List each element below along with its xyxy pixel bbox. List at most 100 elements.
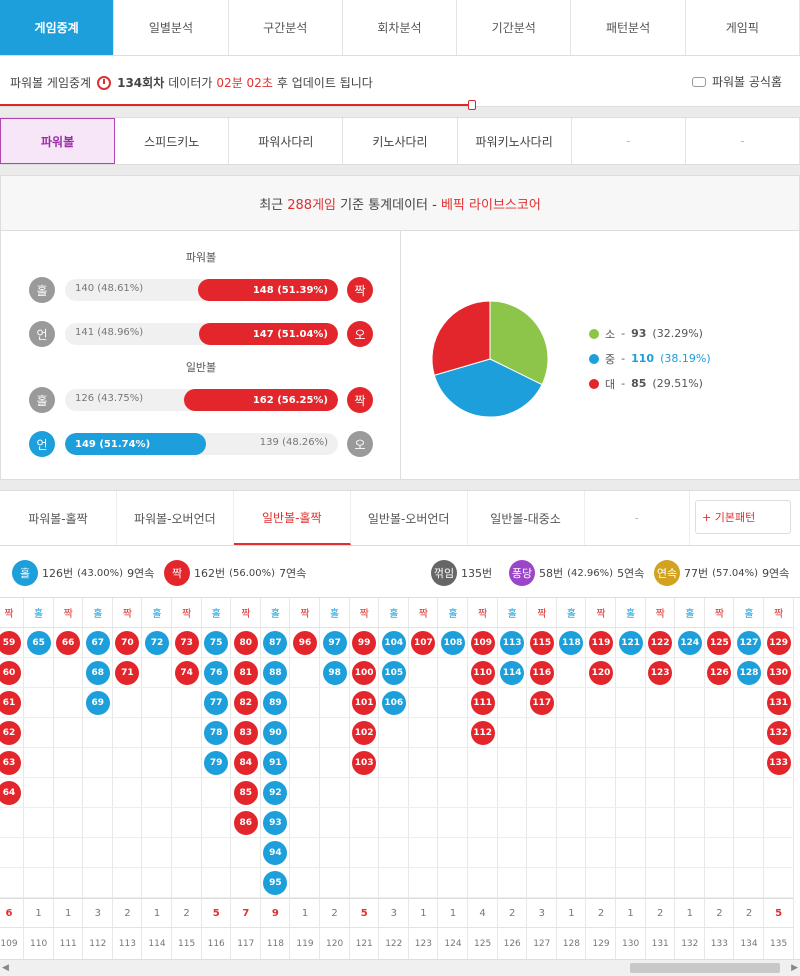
- tab-6[interactable]: 게임픽: [686, 0, 800, 55]
- grid-cell: [82, 778, 113, 808]
- grid-cell: [23, 868, 54, 898]
- game-tab-4[interactable]: 파워키노사다리: [458, 118, 572, 164]
- grid-cell: [171, 748, 202, 778]
- round-number: 116: [207, 939, 225, 949]
- tab-1[interactable]: 일별분석: [114, 0, 229, 55]
- legend-pct: (32.29%): [652, 327, 703, 340]
- tab-5[interactable]: 패턴분석: [571, 0, 686, 55]
- grid-cell: [438, 808, 468, 838]
- grid-cell: [645, 688, 676, 718]
- grid-cell: [408, 688, 439, 718]
- pattern-tab-3[interactable]: 일반볼-오버언더: [351, 491, 468, 545]
- pong-badge: 퐁당: [509, 560, 535, 586]
- grid-cell: [586, 778, 616, 808]
- grid-cell: 91: [260, 748, 291, 778]
- pattern-tab-4[interactable]: 일반볼-대중소: [468, 491, 585, 545]
- grid-cell: [142, 748, 172, 778]
- grid-column: 짝 96 1 119: [290, 598, 320, 959]
- scroll-thumb[interactable]: [630, 963, 780, 973]
- basic-pattern-button[interactable]: + 기본패턴: [695, 500, 791, 534]
- column-header: 홀: [497, 598, 528, 628]
- grid-column: 홀 124 1 132: [674, 598, 705, 959]
- horizontal-scrollbar[interactable]: ◀ ▶: [0, 959, 800, 976]
- grid-cell: [171, 808, 202, 838]
- game-tab-3[interactable]: 키노사다리: [343, 118, 458, 164]
- grid-cell: 61: [0, 688, 24, 718]
- pattern-tab-5[interactable]: -: [585, 491, 690, 545]
- pattern-tab-1[interactable]: 파워볼-오버언더: [117, 491, 234, 545]
- round-number: 109: [0, 939, 18, 949]
- tab-0[interactable]: 게임중계: [0, 0, 115, 55]
- pattern-tab-0[interactable]: 파워볼-홀짝: [0, 491, 117, 545]
- grid-cell: 97: [319, 628, 350, 658]
- grid-cell: [201, 868, 232, 898]
- result-ball: 115: [529, 631, 554, 655]
- grid-cell: [467, 808, 498, 838]
- streak-count: 1: [23, 898, 54, 928]
- grid-cell: [674, 658, 705, 688]
- game-tab-0[interactable]: 파워볼: [0, 118, 116, 164]
- grid-cell: 82: [230, 688, 261, 718]
- pong-pct: (42.96%): [567, 567, 614, 579]
- game-tab-5[interactable]: -: [572, 118, 686, 164]
- grid-cell: [438, 778, 468, 808]
- pattern-tab-2[interactable]: 일반볼-홀짝: [233, 491, 351, 545]
- official-home-link[interactable]: 파워볼 공식홈: [691, 73, 782, 90]
- result-ball: 132: [766, 721, 791, 745]
- scroll-left-icon[interactable]: ◀: [2, 963, 9, 973]
- grid-cell: [290, 808, 320, 838]
- grid-cell: [378, 748, 409, 778]
- grid-cell: [23, 688, 54, 718]
- even-streak: 7연속: [279, 567, 307, 580]
- tab-2[interactable]: 구간분석: [229, 0, 343, 55]
- grid-cell: [319, 748, 350, 778]
- pie-legend: 소 -93 (32.29%) 중 -110 (38.19%) 대 -85 (29.51%): [589, 321, 711, 396]
- result-ball: 84: [233, 751, 258, 775]
- result-ball: 113: [500, 631, 525, 655]
- game-tab-1[interactable]: 스피드키노: [115, 118, 230, 164]
- odd-badge: 홀: [12, 560, 38, 586]
- round-number: 132: [681, 939, 699, 949]
- odd-streak: 9연속: [127, 567, 155, 580]
- grid-cell: 77: [201, 688, 232, 718]
- left-badge: 언: [29, 431, 55, 457]
- grid-cell: 76: [201, 658, 232, 688]
- grid-cell: [142, 868, 172, 898]
- grid-cell: [0, 838, 24, 868]
- column-header: 홀: [201, 598, 232, 628]
- grid-cell: [556, 778, 587, 808]
- grid-cell: [290, 748, 320, 778]
- grid-cell: 112: [467, 718, 498, 748]
- tab-3[interactable]: 회차분석: [343, 0, 458, 55]
- scroll-right-icon[interactable]: ▶: [791, 963, 798, 973]
- grid-cell: [497, 748, 528, 778]
- grid-cell: 101: [349, 688, 380, 718]
- legend-dot: [589, 353, 599, 364]
- game-subnav: 파워볼 스피드키노 파워사다리 키노사다리 파워키노사다리 - -: [0, 117, 800, 165]
- result-ball: 68: [85, 661, 110, 685]
- round-number: 124: [444, 939, 462, 949]
- grid-cell: [290, 838, 320, 868]
- streak-count: 1: [408, 898, 439, 928]
- streak-count: 7: [230, 898, 261, 928]
- streak-count: 2: [319, 898, 350, 928]
- grid-cell: [290, 778, 320, 808]
- game-tab-2[interactable]: 파워사다리: [229, 118, 344, 164]
- tab-4[interactable]: 기간분석: [457, 0, 572, 55]
- grid-column: 홀 87 88 89 90 91 92 93 94 95 9 118: [260, 598, 291, 959]
- grid-cell: 123: [645, 658, 676, 688]
- result-ball: 129: [766, 631, 791, 655]
- streak-count: 2: [734, 898, 764, 928]
- grid-cell: 63: [0, 748, 24, 778]
- round-number: 133: [710, 939, 728, 949]
- streak-count: 1: [142, 898, 172, 928]
- game-tab-6[interactable]: -: [686, 118, 800, 164]
- grid-cell: [349, 778, 380, 808]
- grid-cell: 107: [408, 628, 439, 658]
- right-value: 148 (51.39%): [252, 284, 328, 296]
- grid-cell: [290, 718, 320, 748]
- grid-cell: [645, 868, 676, 898]
- grid-cell: 80: [230, 628, 261, 658]
- grid-cell: 130: [763, 658, 794, 688]
- cont-count: 77번: [684, 567, 709, 580]
